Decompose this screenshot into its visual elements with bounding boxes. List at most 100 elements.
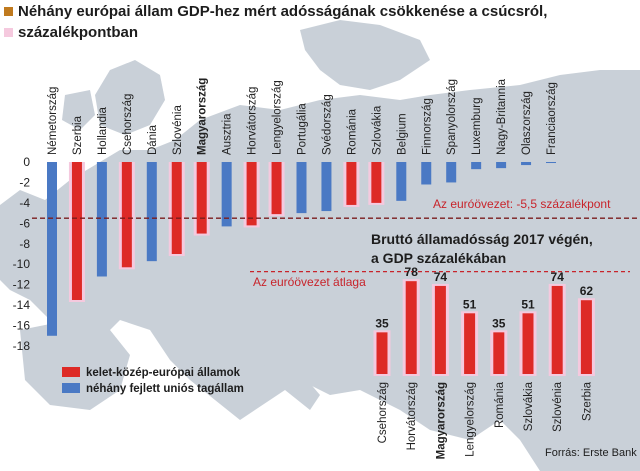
europe-map-background: [0, 20, 640, 471]
inset-value-label: 78: [405, 265, 419, 279]
legend: kelet-közép-európai államok néhány fejle…: [62, 367, 244, 395]
bar-Svédország: [321, 162, 332, 212]
inset-country-label: Szerbia: [581, 381, 593, 421]
country-label: Olaszország: [521, 91, 533, 155]
inset-country-label: Magyarország: [435, 382, 447, 459]
inset-bar-Szlovénia: [551, 285, 563, 374]
bar-Luxemburg: [471, 162, 482, 170]
y-axis-ticks: 0 -2 -4 -6 -8 -10 -12 -14 -16 -18: [13, 155, 31, 353]
bar-Portugália: [296, 162, 307, 214]
country-label: Luxemburg: [471, 97, 483, 155]
bar-Hollandia: [96, 162, 107, 277]
inset-bar-Románia: [493, 332, 505, 374]
inset-value-label: 51: [463, 297, 477, 311]
inset-value-label: 35: [375, 316, 389, 330]
inset-bar-Szerbia: [580, 300, 592, 374]
bar-Horvátország: [246, 162, 257, 226]
bar-Németország: [47, 162, 57, 336]
title-marker-icon: [4, 7, 13, 16]
inset-country-label: Horvátország: [406, 382, 418, 450]
legend-label-eastern: kelet-közép-európai államok: [86, 367, 241, 379]
map-uk: [95, 60, 165, 135]
chart-title: Néhány európai állam GDP-hez mért adóssá…: [18, 3, 547, 20]
country-label: Németország: [47, 87, 59, 155]
country-label: Belgium: [396, 113, 408, 155]
inset-country-label: Csehország: [377, 382, 389, 443]
inset-title: Bruttó államadósság 2017 végén,: [371, 231, 593, 247]
inset-value-label: 35: [492, 316, 506, 330]
bar-Spanyolország: [446, 162, 457, 183]
country-label: Hollandia: [97, 106, 109, 155]
bar-Szlovénia: [171, 162, 182, 254]
bar-Olaszország: [521, 162, 532, 166]
country-label: Magyarország: [197, 78, 209, 155]
country-label: Dánia: [147, 124, 159, 155]
map-mainland: [0, 70, 640, 471]
subtitle-marker-icon: [4, 28, 13, 37]
bar-Magyarország: [196, 162, 207, 234]
bar-Szerbia: [71, 162, 82, 300]
country-label: Finnország: [421, 98, 433, 155]
country-label: Románia: [346, 108, 358, 155]
country-label: Csehország: [122, 94, 134, 155]
bar-Belgium: [396, 162, 407, 201]
y-tick-label: -2: [19, 175, 30, 189]
country-label: Nagy-Britannia: [496, 78, 508, 155]
y-tick-label: -8: [19, 237, 30, 251]
bar-Franciaország: [546, 162, 556, 164]
country-label: Szlovákia: [371, 105, 383, 155]
bar-Románia: [346, 162, 357, 205]
legend-swatch-developed: [62, 383, 80, 393]
country-label: Lengyelország: [272, 80, 284, 155]
map-iberia: [20, 320, 130, 410]
country-label: Szlovénia: [172, 105, 184, 155]
inset-bar-Lengyelország: [464, 313, 476, 374]
inset-country-label: Szlovénia: [552, 381, 564, 431]
y-tick-label: 0: [23, 155, 30, 169]
country-label: Spanyolország: [446, 79, 458, 155]
map-scandinavia: [300, 20, 430, 90]
country-label: Portugália: [297, 103, 309, 155]
euro-area-reference-label: Az euróövezet: -5,5 százalékpont: [433, 197, 611, 211]
inset-value-label: 62: [580, 284, 594, 298]
inset-subtitle: a GDP százalékában: [371, 250, 506, 266]
inset-country-label: Lengyelország: [465, 382, 477, 457]
chart-subtitle: százalékpontban: [18, 24, 138, 41]
map-ireland: [62, 90, 95, 130]
inset-bar-Csehország: [376, 332, 388, 374]
inset-value-label: 74: [434, 270, 448, 284]
source-note: Forrás: Erste Bank: [545, 447, 637, 459]
country-label: Svédország: [321, 94, 333, 155]
inset-reference-label: Az euróövezet átlaga: [253, 275, 366, 289]
y-tick-label: -12: [13, 278, 31, 292]
inset-bar-Horvátország: [405, 281, 417, 374]
inset-country-labels: Csehország Horvátország Magyarország Lengye…: [377, 381, 593, 459]
inset-value-labels: 35 78 74 51 35 51 74 62: [375, 265, 593, 330]
y-tick-label: -6: [19, 216, 30, 230]
bar-Szlovákia: [371, 162, 382, 203]
country-label: Ausztria: [222, 113, 234, 155]
map-italy: [250, 325, 320, 410]
country-label: Franciaország: [546, 82, 558, 155]
bar-Nagy-Britannia: [496, 162, 507, 169]
country-labels: Németország Szerbia Hollandia Csehország Dán…: [47, 78, 558, 155]
bar-Ausztria: [221, 162, 232, 227]
y-tick-label: -18: [13, 339, 31, 353]
country-label: Horvátország: [247, 87, 259, 155]
y-tick-label: -14: [13, 298, 31, 312]
legend-swatch-eastern: [62, 367, 80, 377]
inset-bar-Szlovákia: [522, 313, 534, 374]
inset-value-label: 74: [551, 270, 565, 284]
inset-bar-Magyarország: [434, 285, 446, 374]
bar-Dánia: [146, 162, 157, 262]
inset-bars: [373, 279, 595, 376]
inset-country-label: Szlovákia: [523, 381, 535, 431]
main-bars: [47, 162, 556, 336]
legend-label-developed: néhány fejlett uniós tagállam: [86, 383, 244, 395]
y-tick-label: -10: [13, 257, 31, 271]
bar-Lengyelország: [271, 162, 282, 215]
inset-value-label: 51: [521, 297, 535, 311]
country-label: Szerbia: [72, 115, 84, 155]
bar-Finnország: [421, 162, 432, 185]
